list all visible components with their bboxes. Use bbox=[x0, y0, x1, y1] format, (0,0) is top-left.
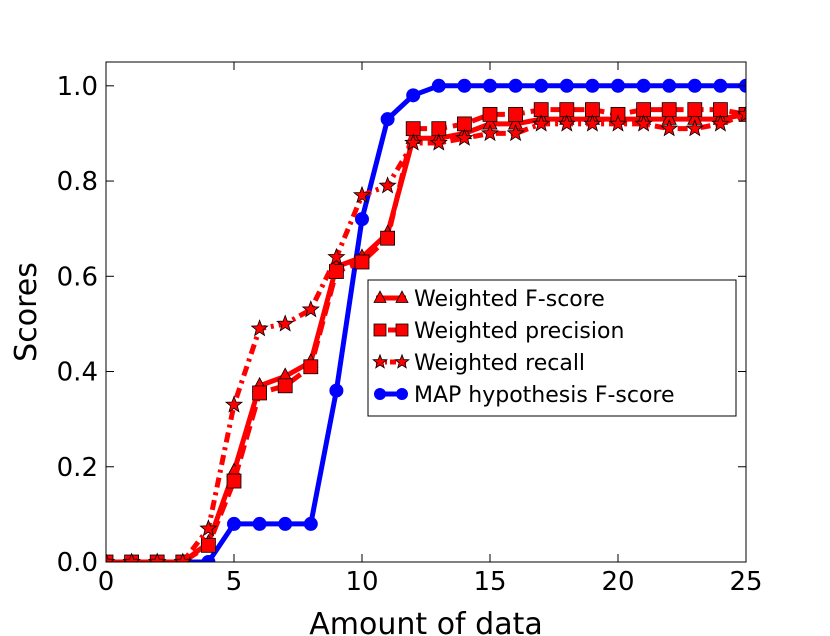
series-weighted-precision bbox=[106, 102, 746, 562]
legend-label: Weighted recall bbox=[414, 351, 585, 376]
data-point bbox=[380, 230, 396, 246]
legend: Weighted F-score Weighted precision Weight… bbox=[367, 279, 737, 417]
y-tick-label: 1.0 bbox=[57, 72, 98, 102]
series-map-hypothesis-f-score bbox=[106, 78, 746, 562]
data-point bbox=[329, 383, 344, 398]
legend-marker bbox=[395, 290, 409, 303]
x-tick-label: 25 bbox=[729, 567, 762, 597]
data-point bbox=[250, 319, 269, 337]
data-point bbox=[508, 106, 524, 122]
data-point bbox=[506, 123, 525, 142]
data-point bbox=[457, 78, 472, 93]
data-point bbox=[455, 128, 474, 146]
data-point bbox=[608, 114, 628, 132]
data-point bbox=[277, 378, 293, 394]
data-point bbox=[406, 88, 421, 103]
data-point bbox=[660, 119, 679, 137]
data-point bbox=[661, 102, 677, 118]
series-weighted-recall bbox=[106, 104, 746, 562]
series-layer bbox=[106, 78, 746, 562]
data-point bbox=[278, 516, 293, 531]
legend-marker bbox=[395, 323, 409, 337]
data-point bbox=[327, 247, 346, 265]
x-axis-label: Amount of data bbox=[309, 607, 542, 636]
data-point bbox=[557, 114, 576, 132]
data-point bbox=[636, 78, 651, 93]
data-point bbox=[303, 516, 318, 531]
data-point bbox=[585, 78, 600, 93]
legend-marker bbox=[396, 388, 408, 400]
x-tick-label: 15 bbox=[473, 567, 506, 597]
data-point bbox=[199, 519, 218, 537]
plot-frame bbox=[105, 61, 747, 563]
legend-marker bbox=[394, 353, 410, 369]
data-point bbox=[534, 78, 549, 93]
x-tick-label: 20 bbox=[601, 567, 634, 597]
data-point bbox=[685, 119, 704, 137]
legend-label: MAP hypothesis F-score bbox=[414, 383, 675, 408]
legend-box bbox=[367, 279, 737, 417]
data-point bbox=[431, 78, 446, 93]
y-axis-label: Scores bbox=[9, 262, 44, 362]
data-point bbox=[355, 212, 369, 227]
data-point bbox=[252, 385, 268, 401]
legend-marker bbox=[374, 388, 386, 400]
data-point bbox=[429, 133, 448, 151]
data-point bbox=[200, 537, 216, 553]
legend-marker bbox=[372, 353, 388, 369]
data-point bbox=[354, 254, 370, 270]
data-point bbox=[662, 78, 677, 93]
data-point bbox=[226, 473, 242, 489]
y-tick-label: 0.4 bbox=[57, 358, 98, 388]
data-point bbox=[276, 314, 295, 332]
legend-label: Weighted F-score bbox=[414, 287, 605, 312]
y-tick-label: 0.0 bbox=[57, 548, 98, 578]
data-point bbox=[480, 123, 500, 142]
data-point bbox=[404, 133, 423, 151]
data-point bbox=[227, 516, 241, 531]
data-point bbox=[380, 112, 395, 127]
data-point bbox=[122, 552, 141, 562]
data-point bbox=[148, 552, 167, 562]
data-point bbox=[378, 176, 397, 194]
legend-marker bbox=[373, 323, 387, 337]
data-point bbox=[303, 359, 319, 375]
data-point bbox=[328, 264, 344, 279]
data-point bbox=[532, 114, 551, 132]
ticks-layer: 0 5 10 15 20 25 0.0 0.2 0.4 0.6 0.8 1.0 bbox=[57, 62, 763, 597]
data-point bbox=[508, 78, 523, 93]
data-point bbox=[173, 552, 192, 562]
data-point bbox=[106, 552, 116, 562]
legend-label: Weighted precision bbox=[414, 319, 624, 344]
data-point bbox=[583, 114, 602, 132]
data-point bbox=[634, 114, 653, 132]
data-point bbox=[224, 395, 244, 413]
y-tick-label: 0.2 bbox=[57, 453, 98, 483]
data-point bbox=[482, 106, 498, 122]
data-point bbox=[252, 516, 267, 531]
data-point bbox=[736, 104, 746, 123]
x-tick-label: 5 bbox=[226, 567, 243, 597]
x-tick-label: 10 bbox=[345, 567, 378, 597]
data-point bbox=[559, 78, 574, 93]
x-tick-label: 0 bbox=[98, 567, 115, 597]
data-point bbox=[713, 78, 728, 93]
data-point bbox=[687, 102, 703, 118]
data-point bbox=[483, 78, 497, 93]
data-point bbox=[201, 555, 216, 562]
data-point bbox=[301, 300, 320, 318]
data-point bbox=[611, 78, 625, 93]
data-point bbox=[352, 185, 372, 204]
y-tick-label: 0.8 bbox=[57, 167, 98, 197]
data-point bbox=[711, 114, 730, 132]
y-tick-label: 0.6 bbox=[57, 262, 98, 292]
data-point bbox=[687, 78, 702, 93]
legend-marker bbox=[373, 290, 387, 303]
data-point bbox=[106, 554, 114, 562]
